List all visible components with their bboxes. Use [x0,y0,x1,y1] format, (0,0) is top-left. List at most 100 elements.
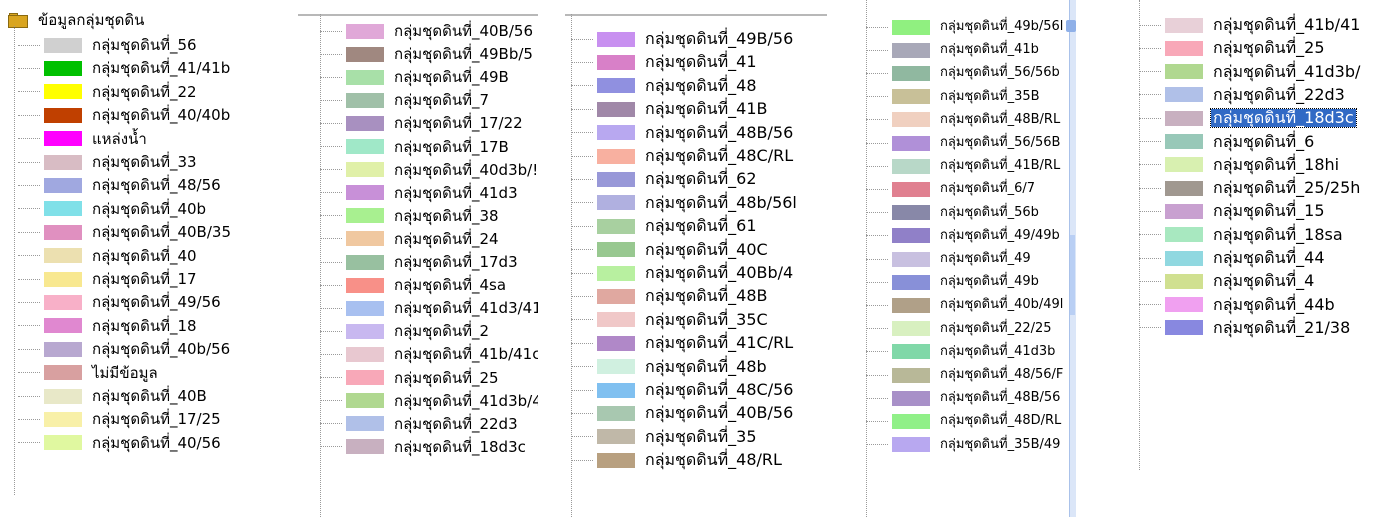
legend-item[interactable]: กลุ่มชุดดินที่_25 [1139,39,1327,57]
legend-item[interactable]: กลุ่มชุดดินที่_4sa [320,276,508,294]
legend-item[interactable]: กลุ่มชุดดินที่_41d3b/ [1139,62,1362,81]
legend-item[interactable]: กลุ่มชุดดินที่_40/56 [18,434,223,452]
legend-item[interactable]: กลุ่มชุดดินที่_40b/49l [866,296,1065,314]
legend-item[interactable]: กลุ่มชุดดินที่_40Bb/4 [571,264,795,282]
legend-item[interactable]: กลุ่มชุดดินที่_41 [571,53,759,71]
legend-item[interactable]: กลุ่มชุดดินที่_40/40b [18,106,232,124]
legend-item[interactable]: กลุ่มชุดดินที่_56/56b [866,64,1062,82]
tree-branch-line [866,420,888,422]
legend-item[interactable]: กลุ่มชุดดินที่_48C/56 [571,381,795,399]
tree-branch-line [320,400,342,402]
legend-item[interactable]: กลุ่มชุดดินที่_61 [571,217,759,235]
legend-item-label: กลุ่มชุดดินที่_22d3 [1213,84,1345,104]
legend-item[interactable]: กลุ่มชุดดินที่_49B [320,68,511,86]
legend-item[interactable]: กลุ่มชุดดินที่_41d3b [866,343,1057,361]
legend-item[interactable]: กลุ่มชุดดินที่_49/49b [866,227,1062,245]
legend-item[interactable]: กลุ่มชุดดินที่_56/56B [866,134,1062,152]
legend-item[interactable]: กลุ่มชุดดินที่_49b/56l [866,18,1065,36]
scroll-up-icon[interactable] [1066,20,1076,32]
legend-item[interactable]: กลุ่มชุดดินที่_33 [18,153,199,171]
legend-item[interactable]: กลุ่มชุดดินที่_41/41b [18,59,232,77]
legend-item[interactable]: กลุ่มชุดดินที่_48B/RL [866,111,1062,129]
legend-item[interactable]: กลุ่มชุดดินที่_48B/56 [866,389,1062,407]
legend-item[interactable]: กลุ่มชุดดินที่_48/56 [18,176,223,194]
tree-branch-line [1139,71,1161,73]
legend-item[interactable]: กลุ่มชุดดินที่_49/56 [18,293,223,311]
legend-item[interactable]: กลุ่มชุดดินที่_17B [320,138,511,156]
legend-item[interactable]: กลุ่มชุดดินที่_48C/RL [571,147,795,165]
legend-item[interactable]: กลุ่มชุดดินที่_48 [571,76,759,95]
legend-item[interactable]: กลุ่มชุดดินที่_15 [1139,202,1327,220]
legend-item[interactable]: กลุ่มชุดดินที่_24 [320,230,501,248]
legend-item[interactable]: กลุ่มชุดดินที่_35B [866,88,1042,106]
legend-item[interactable]: กลุ่มชุดดินที่_17/25 [18,410,223,428]
legend-item[interactable]: ไม่มีข้อมูล [18,364,160,382]
legend-item[interactable]: กลุ่มชุดดินที่_62 [571,170,759,188]
legend-item[interactable]: กลุ่มชุดดินที่_7 [320,91,491,109]
legend-item[interactable]: กลุ่มชุดดินที่_40B/56 [320,22,535,40]
legend-item[interactable]: กลุ่มชุดดินที่_41C/RL [571,334,795,352]
legend-item[interactable]: กลุ่มชุดดินที่_48/56/F [866,366,1065,384]
scroll-thumb[interactable] [1070,235,1075,315]
legend-item[interactable]: กลุ่มชุดดินที่_41b/41c [320,345,538,363]
legend-item[interactable]: กลุ่มชุดดินที่_41B [571,100,770,118]
legend-item[interactable]: กลุ่มชุดดินที่_35 [571,427,759,446]
legend-item[interactable]: กลุ่มชุดดินที่_41B/RL [866,157,1062,175]
legend-item[interactable]: กลุ่มชุดดินที่_40b [18,200,208,218]
legend-item[interactable]: กลุ่มชุดดินที่_21/38 [1139,318,1352,337]
legend-item[interactable]: กลุ่มชุดดินที่_40C [571,240,770,259]
tree-branch-line [866,281,888,283]
vertical-scrollbar[interactable] [1066,0,1076,517]
legend-item[interactable]: กลุ่มชุดดินที่_17/22 [320,114,525,132]
legend-item[interactable]: กลุ่มชุดดินที่_41b/41 [1139,16,1362,34]
legend-item[interactable]: กลุ่มชุดดินที่_17 [18,270,199,288]
legend-item[interactable]: กลุ่มชุดดินที่_44b [1139,295,1337,314]
legend-item[interactable]: กลุ่มชุดดินที่_25 [320,369,501,387]
legend-item[interactable]: กลุ่มชุดดินที่_40B [18,387,209,405]
legend-item[interactable]: กลุ่มชุดดินที่_48D/RL [866,412,1063,430]
legend-item[interactable]: กลุ่มชุดดินที่_6 [1139,132,1316,151]
legend-item[interactable]: กลุ่มชุดดินที่_35C [571,310,770,329]
legend-item[interactable]: กลุ่มชุดดินที่_35B/49 [866,436,1062,454]
legend-item[interactable]: กลุ่มชุดดินที่_40b/56 [18,340,232,358]
legend-item[interactable]: กลุ่มชุดดินที่_17d3 [320,253,520,271]
legend-item[interactable]: กลุ่มชุดดินที่_2 [320,322,491,340]
legend-item[interactable]: กลุ่มชุดดินที่_49b [866,273,1041,291]
legend-item[interactable]: กลุ่มชุดดินที่_40 [18,247,199,265]
legend-item[interactable]: กลุ่มชุดดินที่_41d3/41 [320,299,538,317]
legend-item[interactable]: กลุ่มชุดดินที่_41b [866,41,1041,59]
legend-item[interactable]: กลุ่มชุดดินที่_40B/35 [18,223,233,241]
legend-item[interactable]: กลุ่มชุดดินที่_48b [571,357,769,376]
legend-item[interactable]: กลุ่มชุดดินที่_18 [18,317,199,335]
legend-item[interactable]: กลุ่มชุดดินที่_49 [866,250,1033,268]
legend-item[interactable]: กลุ่มชุดดินที่_22 [18,83,199,101]
legend-item[interactable]: กลุ่มชุดดินที่_49B/56 [571,30,795,48]
legend-item[interactable]: กลุ่มชุดดินที่_22/25 [866,320,1054,338]
legend-item[interactable]: กลุ่มชุดดินที่_48B/56 [571,123,795,142]
legend-item[interactable]: กลุ่มชุดดินที่_18sa [1139,225,1345,244]
legend-item[interactable]: กลุ่มชุดดินที่_48B [571,287,770,305]
legend-item[interactable]: กลุ่มชุดดินที่_40B/56 [571,404,795,422]
legend-item-label: กลุ่มชุดดินที่_41d3/41 [394,299,538,318]
color-swatch [1165,40,1203,56]
legend-item[interactable]: กลุ่มชุดดินที่_41d3b/4 [320,392,538,410]
legend-item[interactable]: กลุ่มชุดดินที่_22d3 [320,415,520,433]
legend-item[interactable]: กลุ่มชุดดินที่_48/RL [571,451,784,469]
legend-item[interactable]: กลุ่มชุดดินที่_38 [320,207,501,225]
root-layer[interactable]: ข้อมูลกลุ่มชุดดิน [8,8,144,32]
legend-item[interactable]: กลุ่มชุดดินที่_6/7 [866,180,1037,198]
legend-item[interactable]: กลุ่มชุดดินที่_56 [18,36,199,54]
legend-item[interactable]: กลุ่มชุดดินที่_56b [866,204,1041,222]
legend-item[interactable]: กลุ่มชุดดินที่_49Bb/5 [320,45,535,63]
legend-item[interactable]: กลุ่มชุดดินที่_44 [1139,249,1327,267]
legend-item[interactable]: กลุ่มชุดดินที่_18d3c [320,438,528,456]
legend-item[interactable]: กลุ่มชุดดินที่_41d3 [320,184,520,202]
legend-item[interactable]: กลุ่มชุดดินที่_18hi [1139,155,1341,174]
legend-item[interactable]: กลุ่มชุดดินที่_40d3b/! [320,161,538,179]
legend-item[interactable]: กลุ่มชุดดินที่_48b/56l [571,193,799,212]
legend-item[interactable]: กลุ่มชุดดินที่_22d3 [1139,84,1347,104]
legend-item[interactable]: กลุ่มชุดดินที่_25/25h [1139,179,1362,197]
legend-item[interactable]: แหล่งน้ำ [18,130,149,148]
legend-item[interactable]: กลุ่มชุดดินที่_18d3c [1139,108,1357,129]
legend-item[interactable]: กลุ่มชุดดินที่_4 [1139,272,1316,290]
